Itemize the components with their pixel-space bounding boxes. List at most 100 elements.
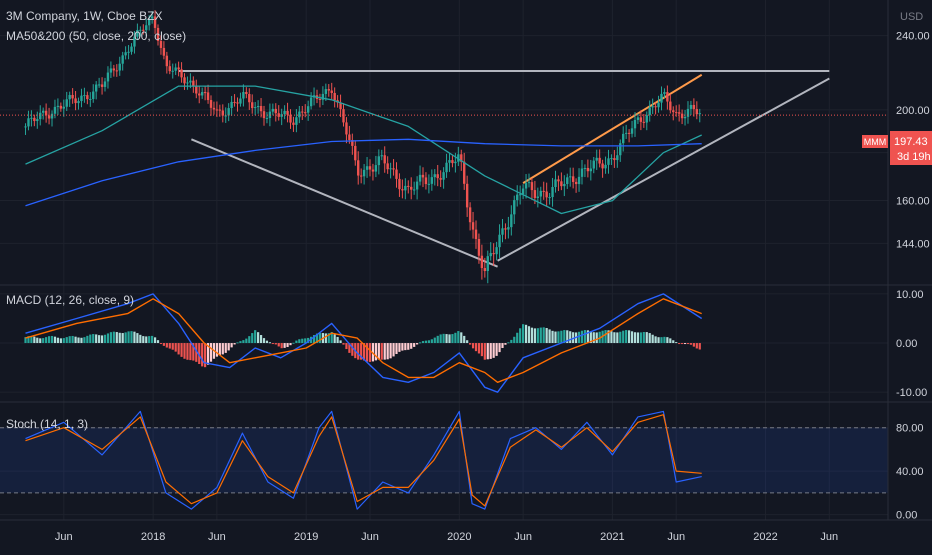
candle-body <box>133 36 136 47</box>
macd-histogram-bar <box>295 340 298 344</box>
candle-body <box>368 166 372 170</box>
y-tick-label-1-0: 10.00 <box>896 289 924 301</box>
candle-body <box>569 176 572 178</box>
candle-body <box>660 93 663 103</box>
ma50-line <box>25 85 702 215</box>
macd-histogram-bar <box>513 336 516 344</box>
candle-body <box>245 92 248 94</box>
macd-histogram-bar <box>192 343 195 361</box>
macd-histogram-bar <box>36 337 39 344</box>
candle-body <box>577 176 581 185</box>
trendlines[interactable] <box>178 70 830 268</box>
macd-histogram-bar <box>156 340 160 344</box>
macd-histogram-bar <box>221 343 224 355</box>
trendline-3 <box>522 73 703 185</box>
macd-histogram-bar <box>657 337 660 344</box>
candle-body <box>86 95 89 100</box>
candle-body <box>183 77 186 84</box>
macd-histogram-bar <box>583 330 587 344</box>
x-tick-label-6: Jun <box>514 531 532 543</box>
macd-histogram-bar <box>215 343 218 357</box>
candle-body <box>253 107 257 109</box>
macd-histogram-bar <box>121 333 124 344</box>
candle-body <box>380 155 383 157</box>
candle-body <box>501 228 504 235</box>
price-badge[interactable]: MMM 197.43 3d 19h <box>862 131 932 165</box>
macd-histogram-bar <box>330 331 333 344</box>
candle-body <box>39 112 42 120</box>
candle-body <box>410 186 413 190</box>
macd-histogram-bar <box>236 342 239 344</box>
candle-body <box>268 111 272 119</box>
candle-body <box>280 114 283 117</box>
candle-body <box>460 154 463 162</box>
macd-histogram-bar <box>498 343 501 353</box>
candle-body <box>389 168 392 170</box>
macd-histogram-bar <box>627 330 631 344</box>
macd-histogram-bar <box>539 327 542 344</box>
macd-histogram-bar <box>683 343 687 345</box>
candle-body <box>304 112 307 114</box>
macd-histogram-bar <box>289 343 292 346</box>
macd-histogram-bar <box>109 332 113 344</box>
candle-body <box>589 168 593 172</box>
candle-body <box>156 27 160 41</box>
candle-body <box>448 160 451 163</box>
candle-body <box>474 229 478 240</box>
candle-body <box>521 188 525 195</box>
macd-histogram-bar <box>30 335 33 344</box>
candle-body <box>483 268 487 272</box>
candle-body <box>518 194 522 196</box>
macd-histogram-bar <box>59 338 62 344</box>
macd-histogram-bar <box>439 334 442 344</box>
macd-histogram-bar <box>133 331 136 344</box>
candle-body <box>251 102 254 109</box>
macd-histogram-bar <box>383 343 386 360</box>
y-tick-label-0-4: 144.00 <box>896 238 930 250</box>
macd-histogram-bar <box>380 343 383 360</box>
macd-histogram-bar <box>551 330 554 344</box>
candle-body <box>209 100 213 108</box>
candle-body <box>548 197 551 199</box>
candle-body <box>680 113 684 119</box>
candle-body <box>610 158 613 160</box>
macd-histogram-bar <box>53 336 57 344</box>
macd-histogram-bar <box>345 343 348 350</box>
candle-body <box>427 183 431 185</box>
candle-body <box>71 94 74 99</box>
macd-histogram-bar <box>124 332 127 344</box>
candle-body <box>677 112 681 114</box>
y-tick-label-1-2: -10.00 <box>896 387 927 399</box>
macd-histogram-bar <box>292 342 295 344</box>
candle-body <box>607 158 610 165</box>
macd-histogram-bar <box>351 343 354 356</box>
candle-body <box>648 107 651 116</box>
candle-body <box>289 114 292 123</box>
candle-body <box>663 92 666 94</box>
macd-histogram-bar <box>663 336 666 344</box>
candle-body <box>636 117 640 120</box>
macd-histogram-bar <box>622 330 625 344</box>
macd-histogram-bar <box>342 343 345 345</box>
candle-body <box>189 80 192 83</box>
macd-histogram-bar <box>280 343 283 349</box>
macd-histogram-bar <box>698 343 701 350</box>
candle-body <box>480 255 484 269</box>
macd-histogram-bar <box>401 343 404 351</box>
candle-body <box>560 181 563 187</box>
macd-histogram-bar <box>642 332 645 344</box>
candle-body <box>604 164 607 169</box>
macd-histogram-bar <box>47 336 51 344</box>
macd-histogram-bar <box>62 338 65 344</box>
macd-histogram-bar <box>348 343 351 353</box>
candle-body <box>683 116 687 119</box>
x-tick-label-1: 2018 <box>141 531 165 543</box>
candle-body <box>645 115 648 123</box>
macd-histogram-bar <box>180 343 183 357</box>
y-tick-label-2-1: 40.00 <box>896 466 924 478</box>
macd-histogram-bar <box>115 332 118 344</box>
macd-histogram-bar <box>507 342 510 344</box>
macd-histogram-bar <box>377 343 380 360</box>
